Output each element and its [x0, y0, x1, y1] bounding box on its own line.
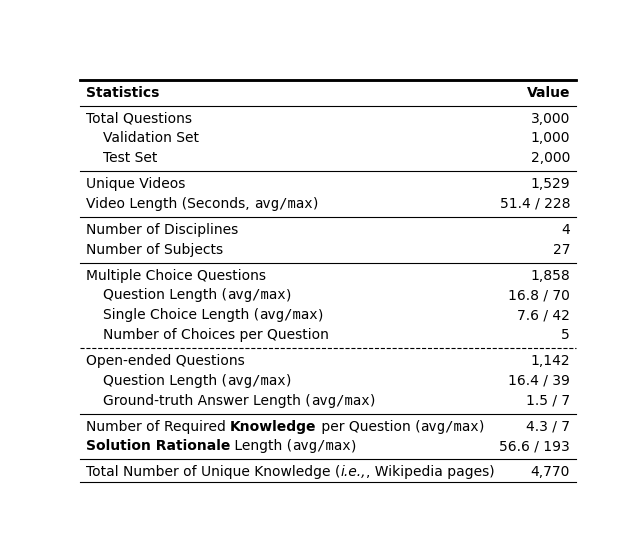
Text: Question Length (: Question Length ( — [103, 374, 227, 388]
Text: Number of Subjects: Number of Subjects — [86, 243, 223, 257]
Text: Video Length (Seconds,: Video Length (Seconds, — [86, 197, 254, 211]
Text: avg/max: avg/max — [292, 439, 351, 453]
Text: i.e.,: i.e., — [340, 466, 366, 479]
Text: 4.3 / 7: 4.3 / 7 — [526, 419, 570, 434]
Text: 5: 5 — [561, 328, 570, 342]
Text: avg/max: avg/max — [254, 197, 312, 211]
Text: Total Number of Unique Knowledge (: Total Number of Unique Knowledge ( — [86, 466, 340, 479]
Text: 7.6 / 42: 7.6 / 42 — [517, 308, 570, 322]
Text: Single Choice Length (: Single Choice Length ( — [103, 308, 259, 322]
Text: avg/max: avg/max — [259, 308, 318, 322]
Text: Ground-truth Answer Length (: Ground-truth Answer Length ( — [103, 394, 311, 407]
Text: Statistics: Statistics — [86, 86, 159, 99]
Text: Multiple Choice Questions: Multiple Choice Questions — [86, 268, 266, 283]
Text: 1,000: 1,000 — [531, 131, 570, 145]
Text: ): ) — [318, 308, 323, 322]
Text: Open-ended Questions: Open-ended Questions — [86, 354, 244, 368]
Text: 51.4 / 228: 51.4 / 228 — [500, 197, 570, 211]
Text: 2,000: 2,000 — [531, 151, 570, 165]
Text: Total Questions: Total Questions — [86, 111, 192, 126]
Text: 4,770: 4,770 — [531, 466, 570, 479]
Text: Value: Value — [527, 86, 570, 99]
Text: 1,529: 1,529 — [531, 177, 570, 191]
Text: 3,000: 3,000 — [531, 111, 570, 126]
Text: ): ) — [286, 374, 291, 388]
Text: ): ) — [370, 394, 375, 407]
Text: 27: 27 — [552, 243, 570, 257]
Text: , Wikipedia pages): , Wikipedia pages) — [366, 466, 495, 479]
Text: per Question (: per Question ( — [317, 419, 420, 434]
Text: Test Set: Test Set — [103, 151, 157, 165]
Text: 56.6 / 193: 56.6 / 193 — [499, 439, 570, 453]
Text: Number of Disciplines: Number of Disciplines — [86, 223, 238, 237]
Text: ): ) — [312, 197, 318, 211]
Text: avg/max: avg/max — [227, 288, 286, 302]
Text: avg/max: avg/max — [227, 374, 286, 388]
Text: Knowledge: Knowledge — [230, 419, 317, 434]
Text: avg/max: avg/max — [311, 394, 370, 407]
Text: 1.5 / 7: 1.5 / 7 — [526, 394, 570, 407]
Text: avg/max: avg/max — [420, 419, 479, 434]
Text: Validation Set: Validation Set — [103, 131, 199, 145]
Text: Number of Choices per Question: Number of Choices per Question — [103, 328, 329, 342]
Text: 16.8 / 70: 16.8 / 70 — [508, 288, 570, 302]
Text: ): ) — [286, 288, 291, 302]
Text: 1,142: 1,142 — [531, 354, 570, 368]
Text: Solution Rationale: Solution Rationale — [86, 439, 230, 453]
Text: ): ) — [479, 419, 484, 434]
Text: ): ) — [351, 439, 356, 453]
Text: Unique Videos: Unique Videos — [86, 177, 186, 191]
Text: Length (: Length ( — [230, 439, 292, 453]
Text: 16.4 / 39: 16.4 / 39 — [508, 374, 570, 388]
Text: 1,858: 1,858 — [531, 268, 570, 283]
Text: 4: 4 — [561, 223, 570, 237]
Text: Question Length (: Question Length ( — [103, 288, 227, 302]
Text: Number of Required: Number of Required — [86, 419, 230, 434]
